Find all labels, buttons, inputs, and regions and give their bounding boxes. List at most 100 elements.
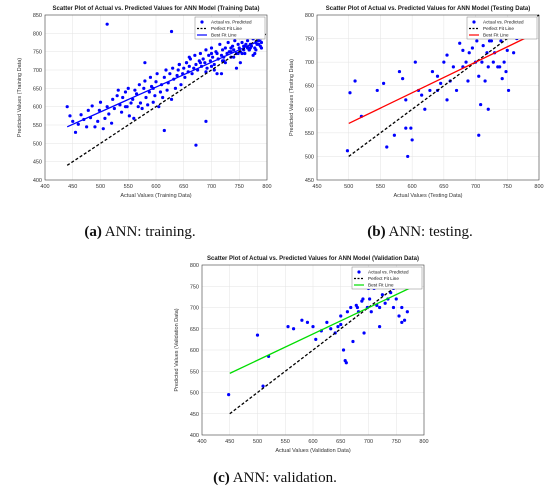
data-point [404,126,408,130]
x-tick-label: 400 [197,439,206,445]
data-point [229,50,233,54]
data-point [234,66,239,70]
data-point [442,60,446,64]
x-tick-label: 700 [364,439,373,445]
data-point [209,46,214,50]
chart-title: Scatter Plot of Actual vs. Predicted Val… [326,6,530,12]
data-point [126,86,130,90]
data-point [232,48,236,52]
data-point [506,88,511,93]
data-point [137,83,141,87]
y-axis-label: Predicted Values (Testing Data) [289,59,295,136]
y-tick-label: 750 [190,284,199,290]
data-point [183,75,187,79]
x-tick-label: 400 [40,184,49,190]
data-point [502,60,506,64]
legend-label: Best Fit Line [483,33,509,38]
caption-testing: (b) ANN: testing. [330,224,510,241]
legend-marker [200,20,204,24]
data-point [405,310,409,314]
data-point [257,42,261,46]
data-point [226,40,230,45]
data-point [406,154,410,159]
data-point [498,65,502,69]
data-point [134,92,139,96]
data-point [430,69,435,74]
y-tick-label: 450 [305,178,314,184]
data-point [397,314,401,318]
axes-box [44,14,268,181]
y-tick-label: 650 [305,84,314,90]
data-point [112,106,116,111]
y-tick-label: 750 [33,50,42,56]
data-point [261,384,265,388]
data-point [175,73,179,78]
data-point [169,29,174,34]
data-point [336,325,340,329]
y-tick-label: 400 [33,178,42,184]
data-point [168,72,172,76]
data-point [491,60,495,64]
data-point [251,53,255,57]
data-point [341,348,346,352]
data-point [177,62,181,67]
data-point [208,59,212,63]
data-point [400,305,404,310]
x-tick-label: 500 [253,439,262,445]
y-tick-label: 650 [190,327,199,333]
data-point [439,81,443,85]
caption-training-text: ANN: training. [101,224,196,240]
x-tick-label: 550 [124,184,133,190]
x-tick-label: 800 [419,439,428,445]
data-point [105,22,109,26]
data-point [259,40,264,45]
data-point [489,39,494,43]
data-point [190,72,194,76]
x-tick-label: 800 [262,184,271,190]
data-point [209,64,214,68]
legend-label: Actual vs. Predicted [211,20,252,25]
data-point [123,90,128,94]
data-point [423,107,427,111]
data-point [219,72,224,76]
data-point [392,133,396,137]
data-point [144,95,148,100]
data-point [142,86,146,90]
data-point [435,74,440,78]
legend-box [194,16,266,40]
data-point [339,314,343,318]
data-point [504,69,508,74]
x-tick-label: 550 [376,184,385,190]
data-point [345,310,350,314]
data-point [198,61,202,65]
legend-marker [472,20,476,24]
y-tick-label: 700 [33,68,42,74]
y-tick-label: 400 [190,433,199,439]
x-tick-label: 450 [312,184,321,190]
data-point [314,337,318,341]
data-point [466,79,470,83]
x-tick-label: 550 [281,439,290,445]
data-point [345,149,350,153]
y-tick-label: 700 [305,60,314,66]
data-point [201,57,205,61]
data-point [353,79,357,83]
data-point [212,62,216,67]
data-point [445,98,449,102]
data-point [194,143,198,147]
data-point [115,94,119,98]
data-point [505,48,509,52]
data-point [165,88,169,92]
data-point [68,114,72,118]
data-point [458,41,462,45]
data-point [138,101,143,105]
data-point [409,126,413,130]
data-point [348,91,352,95]
data-point [259,46,264,50]
data-point [169,97,174,101]
data-point [236,51,240,56]
data-point [76,122,80,126]
data-point [477,74,481,78]
data-point [132,116,136,120]
data-point [162,128,166,133]
